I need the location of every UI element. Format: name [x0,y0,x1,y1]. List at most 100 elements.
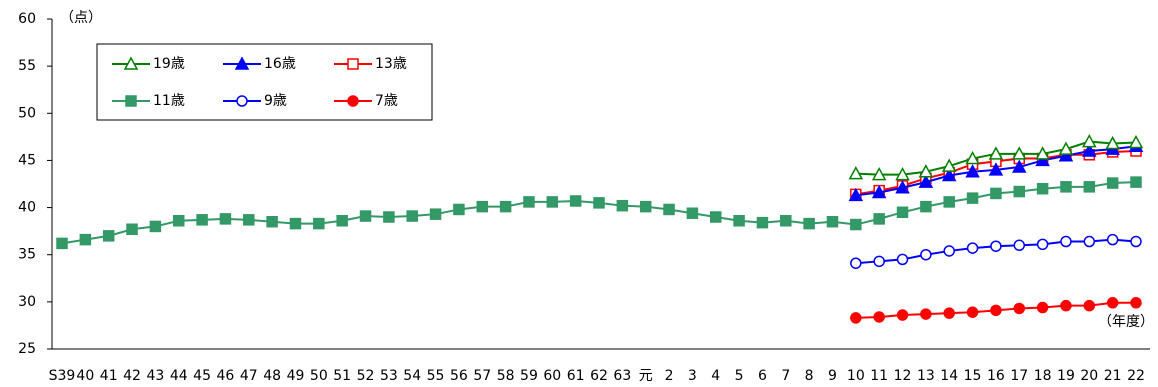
marker [918,174,934,188]
legend-marker [236,95,248,107]
marker [1036,301,1049,314]
marker [780,215,792,227]
marker [126,223,138,236]
legend-marker [347,95,359,107]
legend-box [96,43,433,121]
legend-label: 16歳 [264,56,296,72]
marker [663,203,675,216]
marker [56,237,68,250]
marker [709,211,722,223]
legend-label: 19歳 [153,56,185,72]
x-tick-label: 15 [964,368,982,384]
y-tick-label: 50 [18,105,36,121]
marker [943,307,955,319]
marker [896,309,909,321]
x-tick-label: 7 [781,368,790,384]
marker [499,200,512,213]
marker [920,200,932,213]
marker [871,184,887,199]
marker [196,214,208,226]
marker [895,167,910,181]
marker [1082,134,1097,148]
marker [1128,134,1144,149]
marker [850,257,862,269]
x-tick-label: 61 [567,368,585,384]
x-tick-label: 45 [193,368,211,384]
marker [988,146,1004,160]
x-tick-label: 2 [665,368,674,384]
y-tick-label: 55 [18,58,36,74]
marker [1083,181,1096,193]
marker [686,207,699,219]
y-tick-label: 35 [18,247,36,263]
marker [873,255,885,268]
marker [1036,238,1049,251]
x-tick-label: 42 [123,368,141,384]
marker [943,245,955,257]
marker [359,210,372,222]
marker [850,312,862,324]
marker [920,248,932,261]
x-tick-label: 19 [1057,368,1075,384]
x-tick-label: 18 [1034,368,1052,384]
legend-label: 11歳 [153,93,185,109]
marker [826,215,839,228]
marker [850,218,862,231]
x-tick-label: 50 [310,368,328,384]
legend-label: 7歳 [375,93,398,109]
marker [848,166,864,180]
x-tick-label: 48 [263,368,281,384]
marker [1105,135,1120,150]
marker [289,217,302,230]
marker [429,208,442,220]
marker [523,196,535,208]
x-tick-label: 6 [758,368,767,384]
marker [1083,299,1096,312]
marker [756,216,769,229]
y-tick-label: 45 [18,152,36,168]
legend-marker [123,56,139,70]
marker [990,304,1002,317]
x-tick-label: 63 [613,368,631,384]
marker [990,187,1002,200]
marker [1013,185,1026,198]
x-tick-label: 62 [590,368,608,384]
x-tick-label: 12 [894,368,912,384]
legend-marker [234,56,250,70]
marker [733,215,745,227]
marker [1011,159,1027,173]
marker [1060,181,1072,193]
x-tick-label: 55 [427,368,445,384]
marker [896,253,909,266]
legend-marker [125,95,137,107]
marker [1060,235,1072,248]
marker [569,195,582,207]
marker [266,215,278,228]
marker [1106,233,1119,246]
x-tick-label: 49 [287,368,305,384]
x-tick-label: 16 [987,368,1005,384]
marker [1035,152,1050,167]
marker [803,217,815,230]
x-tick-label: 13 [917,368,935,384]
x-tick-label: 9 [828,368,837,384]
x-axis-label: （年度） [1098,314,1154,330]
marker [965,150,980,165]
marker [1130,176,1142,188]
marker [920,308,932,320]
x-tick-label: 4 [711,368,720,384]
marker [1130,235,1142,248]
x-tick-label: 17 [1010,368,1028,384]
marker [102,230,115,242]
marker [406,210,418,222]
x-tick-label: 41 [100,368,118,384]
x-tick-label: 21 [1104,368,1122,384]
marker [79,233,92,246]
marker [476,200,489,213]
marker [1060,299,1072,312]
x-tick-label: 10 [847,368,865,384]
marker [988,162,1004,176]
marker [616,199,629,212]
x-tick-label: 44 [170,368,188,384]
x-tick-label: 58 [497,368,515,384]
